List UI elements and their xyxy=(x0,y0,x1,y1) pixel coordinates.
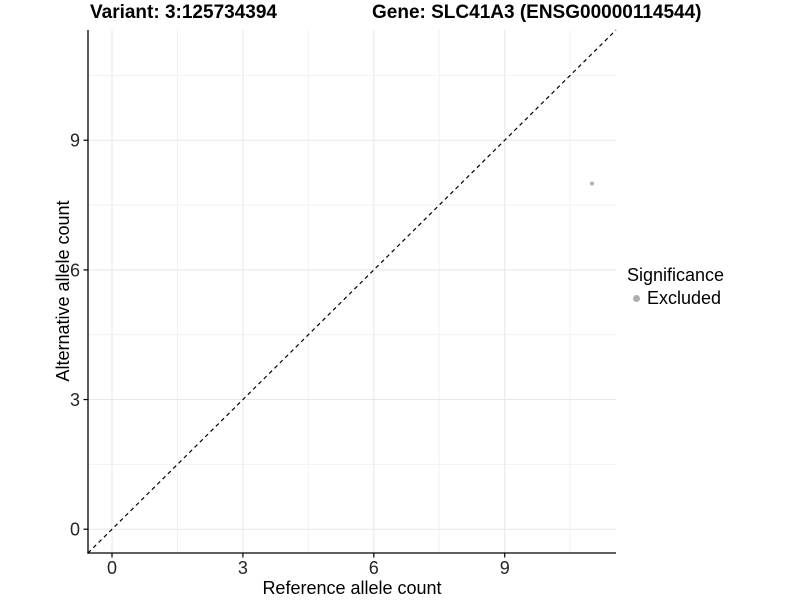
data-point xyxy=(590,181,594,186)
legend-entry-label: Excluded xyxy=(647,288,722,308)
x-tick-label: 6 xyxy=(369,558,379,578)
legend-title: Significance xyxy=(627,265,725,285)
legend: Significance Excluded xyxy=(627,263,724,309)
y-tick-label: 3 xyxy=(70,390,80,410)
legend-key-dot-icon xyxy=(633,294,640,302)
x-tick-label: 0 xyxy=(107,558,117,578)
y-tick-label: 9 xyxy=(70,131,80,151)
identity-line xyxy=(87,29,617,554)
x-axis-title: Reference allele count xyxy=(262,578,442,598)
y-tick-label: 6 xyxy=(70,260,80,280)
y-tick-label: 0 xyxy=(70,520,80,540)
legend-entry: Excluded xyxy=(627,287,724,309)
plot-title-gene: Gene: SLC41A3 (ENSG00000114544) xyxy=(372,2,702,23)
plot-title-variant: Variant: 3:125734394 xyxy=(90,2,277,23)
x-tick-label: 9 xyxy=(500,558,510,578)
x-tick-label: 3 xyxy=(238,558,248,578)
